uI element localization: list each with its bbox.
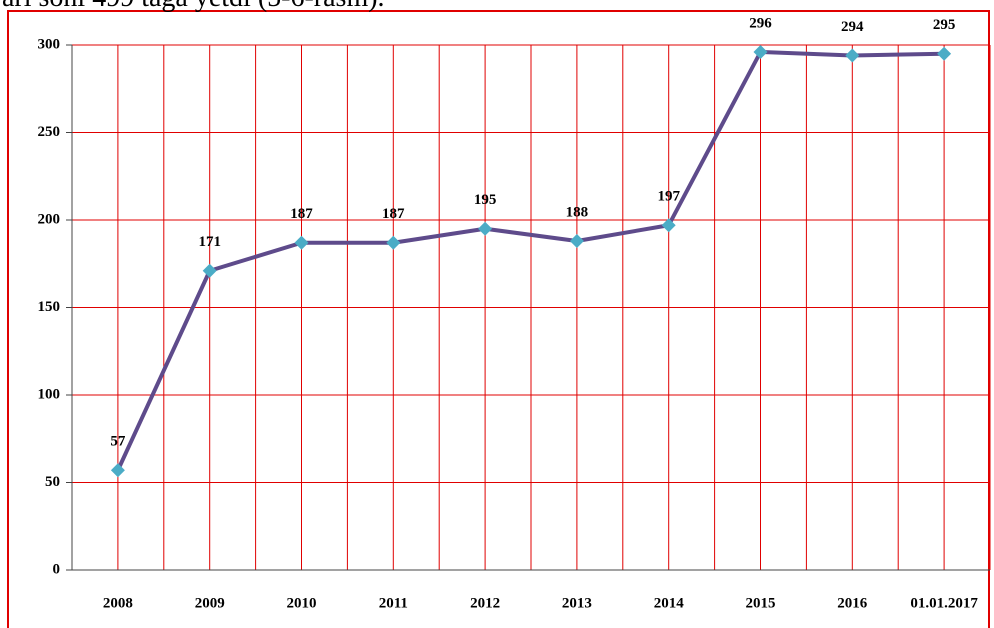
marker: [937, 46, 952, 61]
x-tick-label: 01.01.2017: [910, 595, 978, 611]
data-label: 57: [110, 434, 126, 450]
data-label: 187: [290, 206, 313, 222]
line: [116, 50, 945, 472]
x-tick-label: 2009: [195, 595, 225, 611]
data-label: 295: [933, 17, 956, 33]
marker: [294, 235, 309, 250]
marker: [845, 48, 860, 63]
marker: [661, 218, 676, 233]
data-label: 171: [198, 234, 221, 250]
caption: ari soni 499 taga yetdi (5-6-rasm).: [2, 0, 385, 13]
x-tick-label: 2011: [379, 595, 408, 611]
x-tick-label: 2015: [746, 595, 776, 611]
x-tick-label: 2008: [103, 595, 133, 611]
y-tick-label: 0: [53, 561, 61, 577]
data-label: 195: [474, 192, 497, 208]
x-tick-label: 2013: [562, 595, 592, 611]
y-tick-label: 250: [38, 124, 61, 140]
data-label: 296: [749, 15, 772, 31]
x-tick-label: 2016: [837, 595, 868, 611]
data-label: 197: [657, 189, 680, 205]
y-tick-label: 150: [38, 299, 61, 315]
data-label: 294: [841, 19, 864, 35]
x-tick-label: 2010: [287, 595, 317, 611]
marker: [386, 235, 401, 250]
marker: [202, 263, 217, 278]
y-tick-label: 100: [38, 386, 61, 402]
marker: [110, 463, 125, 478]
marker: [569, 234, 584, 248]
data-label: 187: [382, 206, 405, 222]
frame: [7, 10, 990, 628]
marker: [478, 221, 493, 236]
x-tick-label: 2014: [654, 595, 685, 611]
x-tick-label: 2012: [470, 595, 500, 611]
marker: [753, 45, 768, 59]
y-tick-label: 50: [45, 474, 60, 490]
y-tick-label: 200: [38, 211, 61, 227]
y-tick-label: 300: [38, 36, 61, 52]
data-label: 188: [566, 204, 589, 220]
